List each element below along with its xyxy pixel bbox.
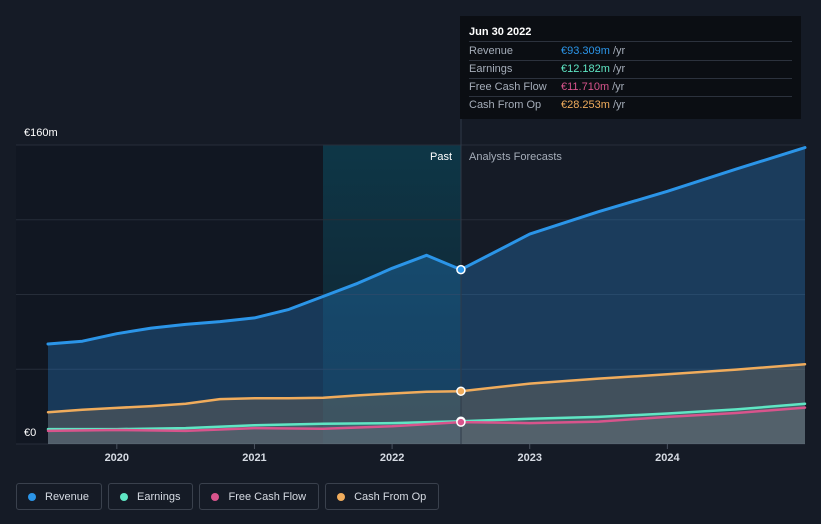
point-cash-from-op	[456, 386, 466, 396]
x-tick-label: 2024	[655, 452, 680, 464]
tooltip: Jun 30 2022 Revenue €93.309m /yr Earning…	[460, 16, 801, 119]
past-label: Past	[430, 151, 452, 163]
line-earnings	[46, 402, 807, 431]
tooltip-value: €28.253m	[561, 99, 610, 111]
line-cash-from-op	[46, 362, 807, 414]
x-axis-ticks: 2020 2021 2022 2023 2024	[105, 444, 680, 464]
tooltip-unit: /yr	[612, 81, 625, 93]
legend-dot-icon	[28, 492, 36, 501]
point-revenue	[456, 264, 466, 275]
area-cash-from-op	[48, 364, 805, 444]
forecast-label: Analysts Forecasts	[469, 151, 562, 163]
legend-dot-icon	[211, 492, 220, 501]
line-revenue	[46, 146, 807, 346]
tooltip-value: €12.182m	[561, 63, 610, 75]
x-tick-label: 2020	[105, 452, 129, 464]
legend-item-cash-from-op[interactable]: Cash From Op	[325, 483, 440, 510]
legend-label: Earnings	[137, 490, 181, 503]
tooltip-row-revenue: Revenue €93.309m /yr	[469, 43, 792, 61]
tooltip-label: Free Cash Flow	[469, 81, 547, 93]
legend-label: Revenue	[45, 490, 90, 503]
tooltip-unit: /yr	[612, 63, 626, 75]
tooltip-row-free-cash-flow: Free Cash Flow €11.710m /yr	[469, 79, 792, 97]
legend-dot-icon	[120, 492, 129, 501]
tooltip-unit: /yr	[612, 99, 626, 111]
highlight-points	[456, 264, 466, 427]
y-tick-max: €160m	[24, 127, 58, 139]
tooltip-row-cash-from-op: Cash From Op €28.253m /yr	[469, 97, 792, 114]
tooltip-label: Cash From Op	[469, 99, 542, 111]
series-lines	[46, 146, 807, 433]
point-free-cash-flow	[456, 417, 466, 427]
x-tick-label: 2022	[380, 452, 404, 464]
tooltip-date: Jun 30 2022	[469, 25, 792, 42]
legend: Revenue Earnings Free Cash Flow Cash Fro…	[16, 483, 440, 510]
legend-label: Cash From Op	[354, 490, 427, 503]
area-revenue	[48, 147, 805, 444]
area-free-cash-flow	[48, 407, 805, 444]
gridlines	[16, 144, 805, 445]
legend-item-earnings[interactable]: Earnings	[108, 483, 194, 510]
x-tick-label: 2023	[517, 452, 541, 464]
y-tick-zero: €0	[24, 427, 36, 439]
tooltip-value: €11.710m	[561, 81, 610, 93]
tooltip-unit: /yr	[612, 45, 626, 57]
tooltip-label: Earnings	[469, 63, 513, 75]
tooltip-row-earnings: Earnings €12.182m /yr	[469, 61, 792, 79]
x-tick-label: 2021	[242, 452, 266, 464]
line-free-cash-flow	[46, 406, 807, 433]
legend-item-free-cash-flow[interactable]: Free Cash Flow	[199, 483, 320, 510]
tooltip-label: Revenue	[469, 45, 514, 57]
legend-label: Free Cash Flow	[228, 490, 307, 503]
legend-dot-icon	[337, 492, 346, 501]
legend-item-revenue[interactable]: Revenue	[16, 483, 103, 510]
tooltip-value: €93.309m	[561, 45, 610, 57]
